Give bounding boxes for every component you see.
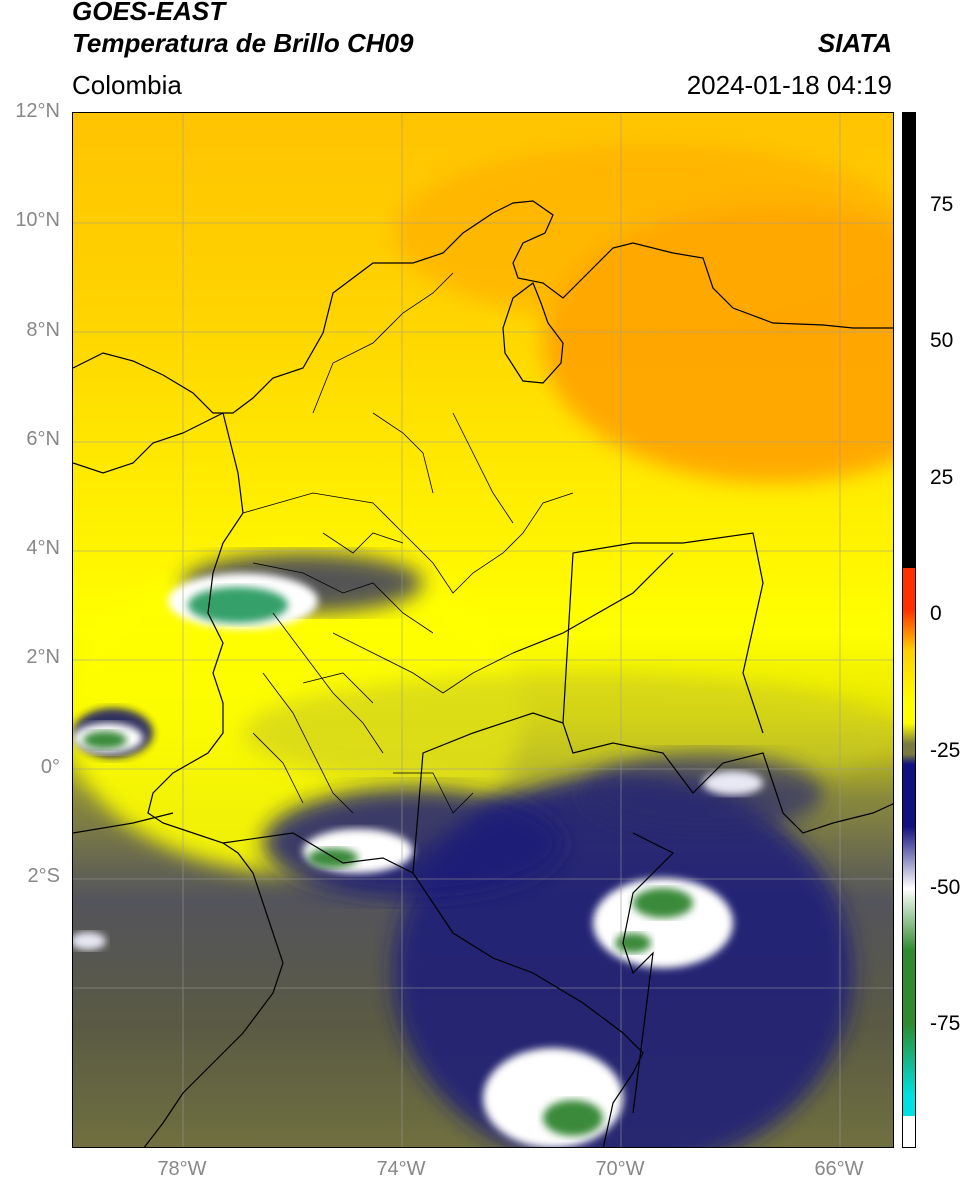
lat-label: 10°N — [15, 209, 60, 231]
lon-label: 78°W — [157, 1158, 207, 1180]
colorbar-tick: 75 — [930, 193, 954, 216]
lon-label: 74°W — [376, 1158, 426, 1180]
organization-label: SIATA — [817, 28, 892, 58]
satellite-title: GOES-EAST — [72, 0, 226, 26]
colorbar-tick: 50 — [930, 329, 954, 352]
lat-label: 12°N — [15, 100, 60, 122]
lat-label: 2°N — [26, 646, 60, 668]
datetime-label: 2024-01-18 04:19 — [686, 70, 892, 100]
lat-label: 0° — [40, 756, 60, 778]
colorbar-tick: -50 — [930, 876, 961, 899]
lon-label: 66°W — [814, 1158, 864, 1180]
lat-label: 2°S — [27, 865, 60, 887]
lat-label: 4°N — [26, 537, 60, 559]
region-label: Colombia — [72, 70, 182, 100]
lat-label: 8°N — [26, 319, 60, 341]
lon-label: 70°W — [595, 1158, 645, 1180]
lat-label: 6°N — [26, 428, 60, 450]
product-title: Temperatura de Brillo CH09 — [72, 28, 414, 58]
colorbar — [902, 112, 916, 1148]
colorbar-tick: -25 — [930, 739, 961, 762]
colorbar-tick: -75 — [930, 1012, 961, 1035]
colorbar-tick: 0 — [930, 602, 942, 625]
colorbar-tick: 25 — [930, 466, 954, 489]
satellite-map — [72, 112, 894, 1148]
